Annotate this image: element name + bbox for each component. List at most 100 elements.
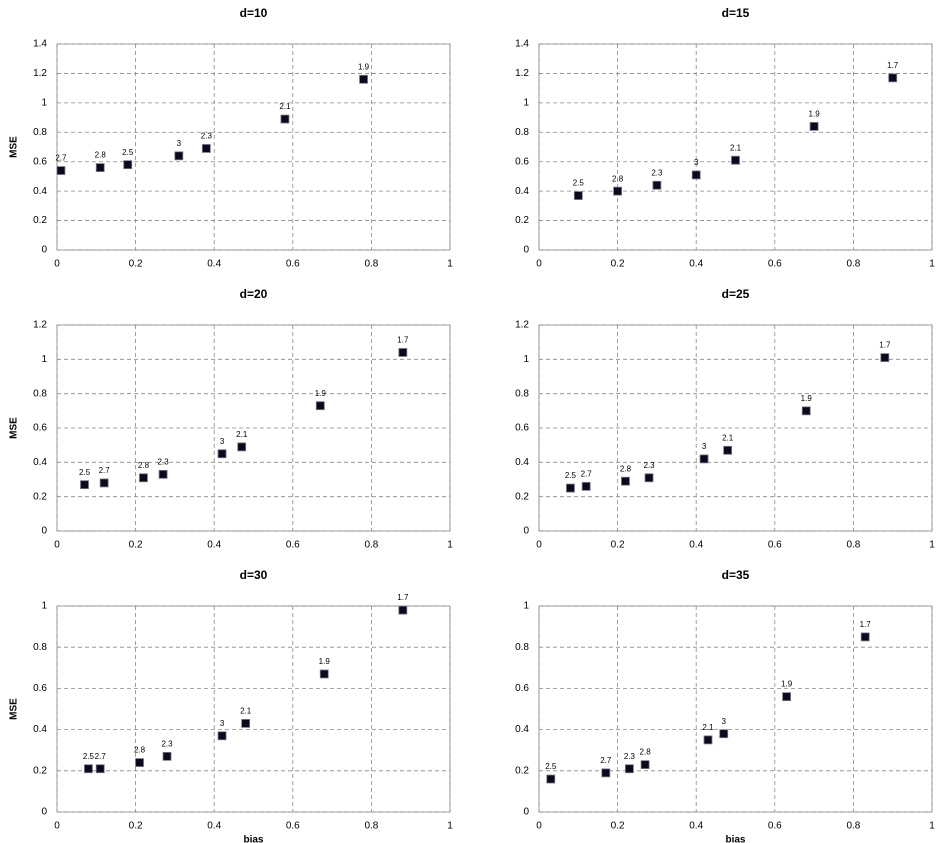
point: [158, 469, 168, 479]
y-tick-label: 1.2: [515, 320, 529, 331]
x-tick-label: 0.6: [286, 540, 300, 551]
y-tick-label: 0: [41, 245, 47, 256]
point: [546, 774, 556, 784]
plot-frame: [56, 324, 451, 532]
point-label: 2.8: [620, 464, 632, 473]
point: [573, 191, 583, 200]
point-label: 2.3: [624, 752, 636, 761]
point-label: 1.7: [879, 341, 891, 350]
point-label: 1.9: [358, 62, 370, 71]
y-tick-label: 0: [523, 245, 529, 256]
x-tick-label: 0.8: [846, 540, 860, 551]
point-label: 1.9: [319, 657, 331, 666]
point: [888, 73, 898, 83]
x-tick-label: 0.8: [364, 259, 378, 270]
x-tick-label: 0.2: [611, 821, 625, 832]
point-label: 2.1: [236, 430, 248, 439]
x-tick-label: 0.6: [286, 259, 300, 270]
point: [621, 476, 630, 486]
y-tick-label: 1.2: [33, 320, 47, 331]
point: [398, 348, 408, 357]
y-tick-label: 1.2: [33, 68, 47, 79]
point-label: 2.5: [573, 179, 585, 188]
point-label: 1.9: [801, 394, 813, 403]
point: [613, 186, 622, 196]
point-label: 1.9: [781, 680, 793, 689]
point-label: 3: [177, 139, 182, 148]
point-label: 2.3: [158, 457, 170, 466]
point: [201, 144, 211, 153]
point: [162, 751, 172, 761]
y-axis-label: MSE: [9, 698, 20, 720]
y-tick-label: 1: [41, 354, 47, 365]
x-tick-label: 1: [447, 540, 453, 551]
point: [135, 758, 144, 767]
y-tick-label: 0.4: [33, 724, 47, 735]
x-tick-label: 0.4: [207, 821, 221, 832]
point-label: 1.7: [860, 620, 872, 629]
y-tick-label: 0.2: [33, 765, 47, 776]
y-tick-label: 0.6: [33, 683, 47, 694]
point-label: 3: [694, 158, 699, 167]
y-tick-label: 0.2: [33, 215, 47, 226]
point-label: 2.8: [640, 748, 652, 757]
point: [99, 478, 109, 488]
x-tick-label: 1: [447, 821, 453, 832]
x-tick-label: 0.2: [129, 821, 143, 832]
x-tick-label: 0.4: [689, 540, 703, 551]
x-tick-label: 0.8: [364, 540, 378, 551]
y-tick-label: 0.6: [515, 156, 529, 167]
y-tick-label: 0.4: [33, 186, 47, 197]
y-tick-label: 0: [41, 526, 47, 537]
point-label: 2.5: [565, 471, 577, 480]
y-tick-label: 0.2: [515, 765, 529, 776]
x-tick-label: 0: [536, 821, 542, 832]
point: [84, 764, 93, 774]
y-tick-label: 1: [523, 354, 529, 365]
y-tick-label: 0.4: [515, 457, 529, 468]
point-label: 2.5: [122, 148, 134, 157]
y-tick-label: 0.6: [515, 683, 529, 694]
chart-title: d=10: [240, 6, 268, 20]
y-tick-label: 0.8: [515, 642, 529, 653]
point: [315, 401, 325, 411]
point: [95, 764, 105, 774]
point: [319, 669, 329, 679]
x-tick-label: 0.6: [286, 821, 300, 832]
y-tick-label: 1.2: [515, 68, 529, 79]
x-tick-label: 0: [54, 821, 60, 832]
point: [860, 632, 870, 642]
point: [723, 445, 733, 455]
point-label: 3: [702, 442, 707, 451]
chart-title: d=25: [722, 287, 750, 301]
y-tick-label: 0: [523, 807, 529, 818]
point-label: 2.8: [138, 461, 150, 470]
point-label: 1.7: [887, 61, 899, 70]
chart-title: d=30: [240, 568, 268, 582]
point-label: 2.3: [161, 739, 173, 748]
point: [139, 473, 148, 483]
y-tick-label: 0.2: [33, 491, 47, 502]
point: [782, 692, 791, 702]
point: [359, 74, 368, 84]
y-tick-label: 1: [41, 97, 47, 108]
point: [652, 180, 662, 190]
chart-title: d=15: [722, 6, 750, 20]
point: [640, 760, 650, 770]
point: [174, 151, 184, 161]
y-tick-label: 0.6: [33, 156, 47, 167]
x-tick-label: 0: [54, 259, 60, 270]
point-label: 2.7: [55, 154, 67, 163]
y-tick-label: 0.6: [515, 423, 529, 434]
x-tick-label: 0.8: [846, 821, 860, 832]
point: [217, 731, 227, 741]
point: [123, 160, 133, 170]
plot-frame: [538, 324, 933, 532]
point: [95, 163, 105, 173]
point: [241, 719, 251, 728]
point-label: 2.7: [600, 756, 612, 765]
point-label: 2.1: [240, 707, 252, 716]
point-label: 1.7: [397, 593, 409, 602]
y-tick-label: 0.8: [515, 127, 529, 138]
